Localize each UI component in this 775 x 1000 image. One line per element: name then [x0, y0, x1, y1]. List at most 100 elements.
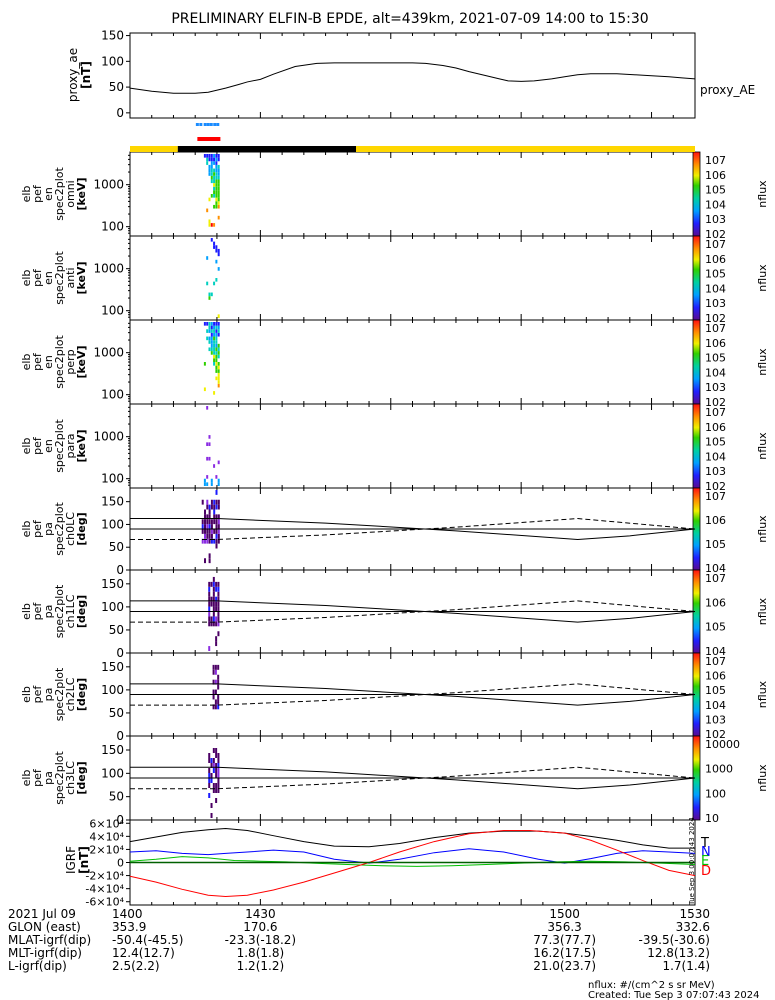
spec-cell — [213, 332, 216, 337]
spec-cell — [213, 154, 216, 158]
spec-cell — [212, 616, 215, 622]
spec-cell — [208, 753, 211, 758]
footer-value-1500-0: 356.3 — [547, 920, 581, 934]
spec-cell — [217, 674, 220, 680]
grf-ytick-label-6: 6×10⁴ — [89, 817, 124, 830]
footer-row-label-1: GLON (east) — [8, 920, 81, 934]
footer-value-1400-0: 353.9 — [112, 920, 146, 934]
spec-cell — [213, 362, 216, 366]
spec-cell — [215, 519, 218, 525]
spec-cell — [206, 482, 209, 486]
spec-cell — [215, 533, 218, 539]
colorbar-perp — [693, 320, 700, 404]
grf-legend-T: T — [700, 836, 709, 851]
spec-cell — [215, 641, 218, 647]
spec-cell — [213, 340, 216, 344]
grf-ylabel-line1: IGRF — [64, 846, 78, 874]
spec-cell — [206, 281, 209, 286]
spec-cell — [213, 204, 216, 209]
spec-cell — [208, 773, 211, 778]
spec-cell — [210, 581, 213, 587]
spec-cell — [206, 208, 209, 213]
spec-cell — [208, 442, 211, 446]
spec-cell — [206, 475, 209, 479]
spec-cell — [210, 533, 213, 539]
spec-cell — [217, 204, 220, 209]
spec-cell — [210, 161, 213, 165]
spec-cell — [212, 586, 215, 592]
spec-cell — [208, 168, 211, 173]
spec-cell — [212, 763, 215, 768]
ylabel-ch0LC-0: elb — [20, 521, 33, 538]
spec-cell — [215, 204, 218, 209]
spec-cell — [217, 478, 220, 483]
spec-cell — [215, 201, 218, 205]
spectrogram-cells-ch1LC — [208, 576, 220, 651]
ylabel-omni-0: elb — [20, 186, 33, 203]
ytick-label-anti-1000: 1000 — [93, 262, 124, 276]
spec-cell — [217, 586, 220, 592]
colorbar-tick-ch0LC-0: 107 — [705, 490, 726, 503]
ylabel-ch3LC-1: pef — [31, 768, 44, 787]
spec-cell — [206, 533, 209, 539]
ylabel-ch0LC-4: ch0LC — [64, 512, 77, 546]
spec-cell — [208, 586, 211, 592]
footer-value-1530-2: 12.8(13.2) — [647, 946, 710, 960]
grf-ytick-label-1: -4×10⁴ — [85, 883, 124, 896]
ylabel-perp-1: pef — [31, 352, 44, 371]
spec-cell — [215, 490, 218, 495]
spin-blue-dash-5 — [213, 123, 217, 126]
spec-cell — [217, 267, 220, 271]
spec-cell — [217, 252, 220, 257]
ylabel-perp-5: [keV] — [75, 345, 88, 378]
spec-cell — [208, 621, 211, 627]
ylabel-ch3LC-0: elb — [20, 770, 33, 787]
spec-cell — [217, 183, 220, 187]
spec-cell — [210, 524, 213, 529]
spec-cell — [213, 172, 216, 176]
grf-legend-E: E — [701, 854, 709, 869]
footer-value-1530-0: 332.6 — [676, 920, 710, 934]
panel-frame-para — [129, 403, 696, 489]
spec-cell — [212, 576, 215, 582]
spec-cell — [213, 529, 216, 534]
spec-cell — [213, 161, 216, 165]
spec-cell — [217, 190, 220, 194]
spec-cell — [217, 773, 220, 778]
colorbar-tick-ch2LC-1: 106 — [705, 670, 726, 683]
spec-cell — [213, 186, 216, 191]
grf-series-D — [129, 829, 696, 898]
loss-cone-line-ch1LC — [130, 600, 696, 623]
spec-cell — [215, 197, 218, 202]
spec-cell — [210, 351, 213, 355]
spec-cell — [217, 157, 220, 162]
spec-cell — [213, 281, 216, 286]
spec-cell — [210, 621, 213, 627]
spec-cell — [217, 248, 220, 253]
spec-cell — [215, 748, 218, 753]
spec-cell — [212, 704, 215, 710]
spec-cell — [210, 336, 213, 341]
grf-ytick-label-5: 4×10⁴ — [89, 830, 124, 843]
ylabel-ch1LC-3: spec2plot — [53, 584, 66, 638]
colorbar-tick-perp-4: 103 — [705, 381, 726, 394]
spec-cell — [217, 631, 220, 637]
spec-cell — [217, 322, 220, 326]
spec-cell — [210, 482, 213, 486]
footer-value-1530-1: -39.5(-30.6) — [639, 933, 710, 947]
spec-cell — [208, 509, 211, 515]
spec-cell — [215, 329, 218, 333]
spec-cell — [210, 292, 213, 297]
spec-cell — [213, 179, 216, 184]
spec-cell — [206, 519, 209, 525]
ytick-label-ch0LC-50: 50 — [109, 540, 124, 554]
spec-cell — [212, 679, 215, 685]
anti-loss-cone-line-ch0LC — [130, 518, 696, 540]
spec-cell — [208, 611, 211, 617]
spec-cell — [215, 322, 218, 326]
spec-cell — [213, 351, 216, 355]
footer-row-label-2: MLAT-igrf(dip) — [8, 933, 91, 947]
proxy-ae-frame — [129, 32, 696, 119]
ytick-label-ch3LC-50: 50 — [109, 790, 124, 804]
